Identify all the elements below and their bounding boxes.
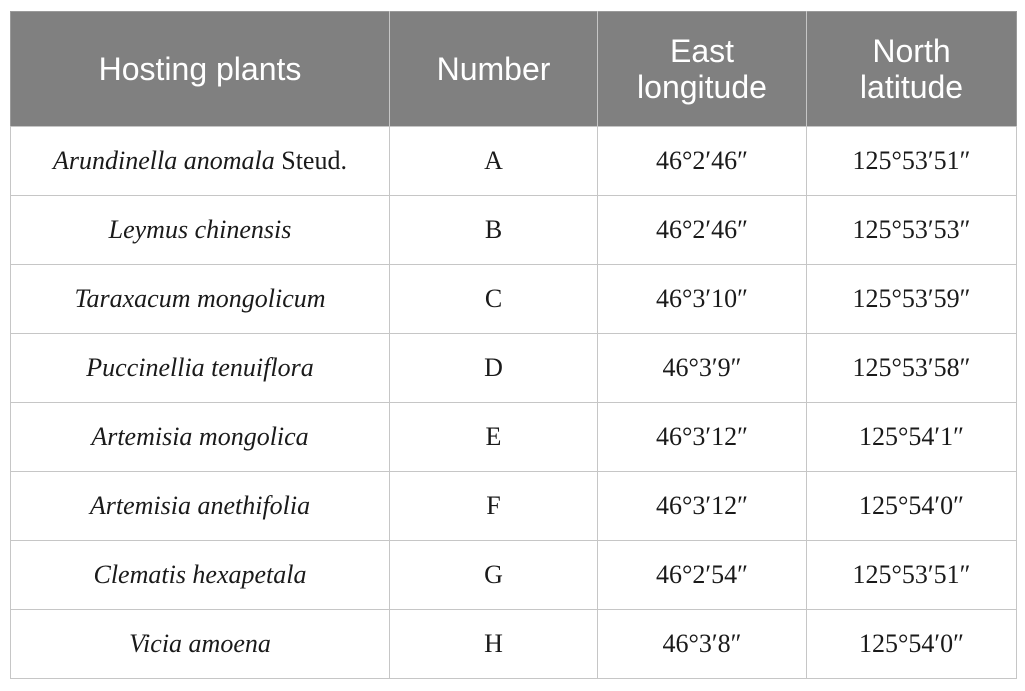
cell-north-latitude: 125°53′51″	[806, 540, 1017, 610]
data-table-container: Hosting plants Number East longitude Nor…	[10, 11, 1017, 679]
cell-north-latitude: 125°53′58″	[806, 333, 1017, 403]
cell-hosting-plant: Artemisia anethifolia	[10, 471, 390, 541]
cell-hosting-plant: Arundinella anomala Steud.	[10, 126, 390, 196]
species-name: Leymus chinensis	[108, 215, 292, 244]
species-author: Steud.	[274, 146, 347, 175]
cell-east-longitude: 46°3′8″	[597, 609, 807, 679]
cell-east-longitude: 46°3′9″	[597, 333, 807, 403]
header-text: Number	[436, 51, 551, 87]
cell-north-latitude: 125°53′51″	[806, 126, 1017, 196]
cell-hosting-plant: Leymus chinensis	[10, 195, 390, 265]
cell-number: E	[389, 402, 598, 472]
header-text: latitude	[859, 69, 964, 105]
table-row: Artemisia anethifolia F 46°3′12″ 125°54′0″	[10, 471, 1017, 541]
header-row: Hosting plants Number East longitude Nor…	[10, 11, 1017, 127]
table-row: Leymus chinensis B 46°2′46″ 125°53′53″	[10, 195, 1017, 265]
species-name: Artemisia mongolica	[91, 422, 309, 451]
header-text: longitude	[637, 69, 767, 105]
table-body: Arundinella anomala Steud. A 46°2′46″ 125°5…	[10, 126, 1017, 679]
header-number: Number	[389, 11, 598, 127]
header-hosting-plants: Hosting plants	[10, 11, 390, 127]
header-text: East	[669, 33, 735, 69]
header-east-longitude: East longitude	[597, 11, 807, 127]
cell-number: D	[389, 333, 598, 403]
cell-hosting-plant: Taraxacum mongolicum	[10, 264, 390, 334]
cell-number: B	[389, 195, 598, 265]
table-row: Arundinella anomala Steud. A 46°2′46″ 125°5…	[10, 126, 1017, 196]
table-row: Artemisia mongolica E 46°3′12″ 125°54′1″	[10, 402, 1017, 472]
species-name: Taraxacum mongolicum	[74, 284, 326, 313]
cell-north-latitude: 125°53′59″	[806, 264, 1017, 334]
header-text: North	[872, 33, 951, 69]
cell-north-latitude: 125°54′1″	[806, 402, 1017, 472]
table-row: Taraxacum mongolicum C 46°3′10″ 125°53′59″	[10, 264, 1017, 334]
cell-hosting-plant: Puccinellia tenuiflora	[10, 333, 390, 403]
cell-number: C	[389, 264, 598, 334]
header-text: Hosting plants	[98, 51, 302, 87]
table-row: Clematis hexapetala G 46°2′54″ 125°53′51″	[10, 540, 1017, 610]
cell-hosting-plant: Vicia amoena	[10, 609, 390, 679]
table-row: Vicia amoena H 46°3′8″ 125°54′0″	[10, 609, 1017, 679]
cell-north-latitude: 125°54′0″	[806, 609, 1017, 679]
cell-north-latitude: 125°54′0″	[806, 471, 1017, 541]
table-header: Hosting plants Number East longitude Nor…	[10, 11, 1017, 127]
cell-number: F	[389, 471, 598, 541]
cell-east-longitude: 46°3′10″	[597, 264, 807, 334]
species-name: Arundinella anomala	[53, 146, 275, 175]
cell-hosting-plant: Artemisia mongolica	[10, 402, 390, 472]
cell-number: A	[389, 126, 598, 196]
cell-east-longitude: 46°2′54″	[597, 540, 807, 610]
species-name: Clematis hexapetala	[93, 560, 307, 589]
cell-east-longitude: 46°2′46″	[597, 195, 807, 265]
host-plants-table: Hosting plants Number East longitude Nor…	[10, 11, 1017, 679]
species-name: Vicia amoena	[129, 629, 271, 658]
header-north-latitude: North latitude	[806, 11, 1017, 127]
cell-north-latitude: 125°53′53″	[806, 195, 1017, 265]
species-name: Puccinellia tenuiflora	[86, 353, 314, 382]
cell-east-longitude: 46°3′12″	[597, 402, 807, 472]
table-row: Puccinellia tenuiflora D 46°3′9″ 125°53′58″	[10, 333, 1017, 403]
cell-number: G	[389, 540, 598, 610]
cell-number: H	[389, 609, 598, 679]
cell-east-longitude: 46°2′46″	[597, 126, 807, 196]
cell-hosting-plant: Clematis hexapetala	[10, 540, 390, 610]
cell-east-longitude: 46°3′12″	[597, 471, 807, 541]
species-name: Artemisia anethifolia	[89, 491, 311, 520]
